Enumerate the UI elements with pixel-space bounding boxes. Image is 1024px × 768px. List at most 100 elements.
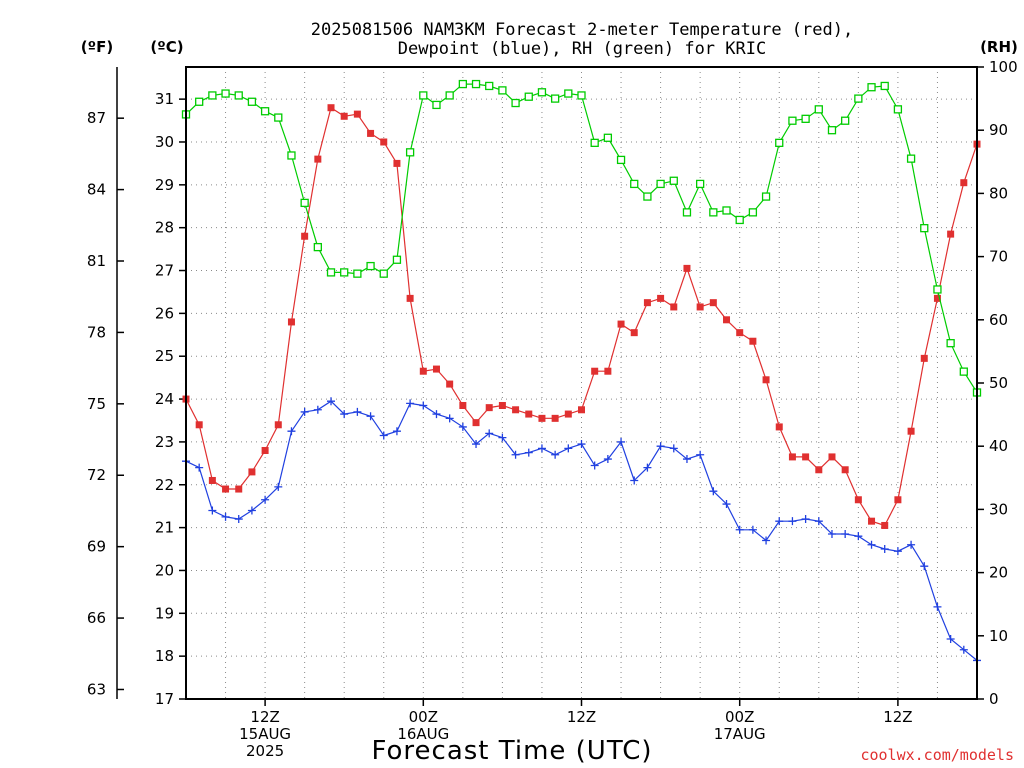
rh-point (195, 97, 204, 106)
rh-point (366, 261, 375, 271)
dewpoint-point (498, 433, 507, 442)
rh-point (313, 242, 322, 252)
rh-point (630, 179, 639, 189)
rh-point (867, 83, 876, 92)
dewpoint-point (801, 515, 810, 524)
rh-tick-label: 70 (989, 248, 1008, 266)
rh-point (221, 89, 230, 98)
temperature-point (828, 453, 836, 461)
rh-point (419, 91, 428, 100)
temperature-point (841, 466, 849, 474)
fahrenheit-tick-label: 69 (87, 538, 106, 556)
dewpoint-point (524, 448, 533, 457)
dewpoint-point (617, 437, 626, 446)
temperature-point (854, 496, 862, 504)
rh-tick-label: 40 (989, 437, 1008, 455)
dewpoint-point (748, 525, 757, 534)
temperature-point (406, 294, 414, 302)
celsius-tick-label: 22 (155, 476, 174, 494)
temperature-point (512, 406, 520, 414)
fahrenheit-unit-label: (ºF) (81, 38, 113, 56)
celsius-tick-label: 26 (155, 304, 174, 322)
dewpoint-point (327, 397, 336, 406)
rh-point (208, 91, 217, 100)
x-tick-label: 2025 (246, 742, 284, 760)
dewpoint-point (366, 412, 375, 421)
dewpoint-point (392, 427, 401, 436)
rh-point (511, 98, 520, 108)
celsius-tick-label: 20 (155, 561, 174, 579)
temperature-point (498, 401, 506, 409)
rh-point (287, 151, 296, 160)
rh-point (564, 89, 573, 98)
rh-point (814, 105, 823, 114)
dewpoint-point (630, 476, 639, 485)
dewpoint-point (234, 515, 243, 524)
rh-tick-label: 0 (989, 690, 999, 708)
rh-point (498, 86, 507, 95)
fahrenheit-tick-label: 63 (87, 680, 106, 698)
temperature-point (222, 485, 230, 493)
rh-point (775, 138, 784, 147)
dewpoint-point (696, 450, 705, 459)
temperature-point (248, 468, 256, 476)
x-tick-label: 15AUG (239, 725, 291, 743)
temperature-point (775, 423, 783, 431)
rh-point (735, 215, 744, 225)
rh-point (485, 81, 494, 91)
temperature-point (960, 179, 968, 187)
temperature-point (432, 365, 440, 373)
credit-text: coolwx.com/models (860, 746, 1014, 764)
temperature-point (393, 159, 401, 167)
temperature-point (723, 316, 731, 324)
rh-tick-label: 50 (989, 374, 1008, 392)
rh-point (669, 176, 678, 185)
dewpoint-point (577, 440, 586, 449)
rh-point (841, 116, 850, 125)
x-tick-label: 00Z (725, 708, 754, 726)
rh-unit-label: (RH) (980, 38, 1018, 56)
fahrenheit-tick-label: 66 (87, 609, 106, 627)
dewpoint-point (788, 517, 797, 526)
rh-point (643, 192, 652, 201)
temperature-point (472, 419, 480, 427)
rh-point (300, 198, 309, 208)
rh-point (379, 269, 388, 278)
temperature-point (274, 421, 282, 429)
dewpoint-point (682, 455, 691, 464)
temperature-point (868, 517, 876, 525)
temperature-point (643, 299, 651, 307)
x-tick-label: 17AUG (714, 725, 766, 743)
temperature-point (591, 367, 599, 375)
temperature-point (709, 299, 717, 307)
rh-point (748, 208, 758, 217)
x-tick-label: 16AUG (397, 725, 449, 743)
rh-point (709, 208, 718, 217)
rh-point (920, 224, 929, 233)
temperature-point (617, 320, 625, 328)
rh-tick-label: 20 (989, 564, 1008, 582)
temperature-point (578, 406, 585, 414)
temperature-point (340, 112, 348, 120)
temperature-point (327, 104, 335, 112)
temperature-point (419, 367, 427, 375)
fahrenheit-tick-label: 84 (87, 181, 106, 199)
rh-point (550, 94, 560, 103)
rh-point (471, 79, 481, 89)
temperature-point (446, 380, 454, 388)
dewpoint-point (709, 487, 718, 496)
dewpoint-point (920, 562, 929, 571)
fahrenheit-tick-label: 72 (87, 466, 106, 484)
fahrenheit-tick-label: 78 (87, 323, 106, 341)
temperature-point (314, 155, 322, 163)
x-tick-label: 00Z (409, 708, 438, 726)
temperature-point (564, 410, 572, 418)
temperature-point (933, 294, 941, 302)
temperature-point (696, 303, 704, 311)
dewpoint-point (775, 517, 784, 526)
celsius-tick-label: 31 (155, 90, 174, 108)
temperature-point (459, 401, 467, 409)
rh-point (854, 94, 863, 103)
rh-point (933, 285, 942, 294)
rh-point (603, 133, 613, 142)
